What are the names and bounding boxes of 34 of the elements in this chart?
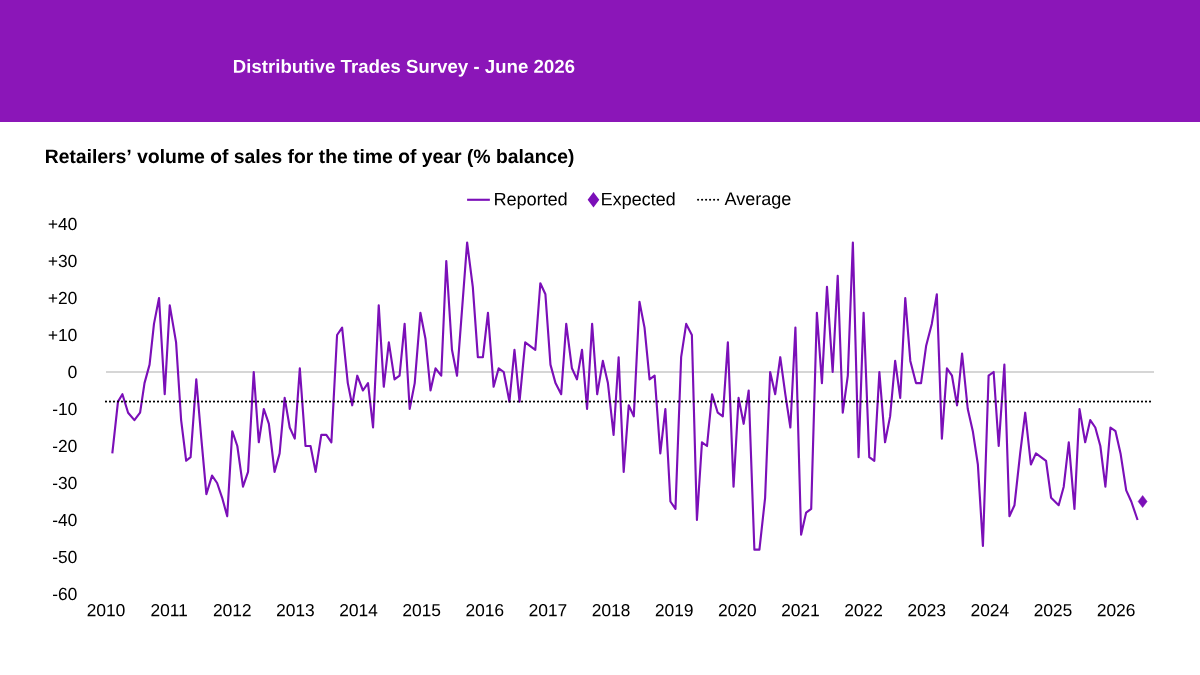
line-series — [111, 241, 1139, 551]
y-tick-label: +40 — [48, 217, 77, 231]
y-tick-label: +10 — [48, 328, 77, 342]
x-tick-label: 2012 — [213, 604, 251, 617]
y-tick-label: -50 — [53, 550, 77, 564]
x-tick-label: 2010 — [87, 604, 125, 617]
legend-label: Reported — [495, 192, 567, 210]
x-tick-label: 2020 — [718, 604, 756, 617]
x-tick-label: 2016 — [466, 604, 504, 617]
x-tick-label: 2022 — [845, 604, 882, 617]
y-tick-label: -10 — [53, 402, 77, 416]
legend-label: Expected — [602, 192, 675, 210]
x-tick-label: 2017 — [529, 604, 567, 617]
y-tick-label: -60 — [53, 587, 77, 601]
x-tick-label: 2018 — [592, 604, 630, 617]
x-tick-label: 2023 — [908, 604, 946, 617]
x-tick-label: 2021 — [782, 604, 819, 617]
x-tick-label: 2025 — [1034, 604, 1072, 617]
x-tick-label: 2026 — [1097, 604, 1135, 617]
legend-label: Average — [724, 192, 791, 209]
y-tick-label: +20 — [48, 291, 77, 305]
chart-title: Distributive Trades Survey - June 2026 — [233, 59, 575, 77]
x-tick-label: 2013 — [277, 604, 314, 617]
x-tick-label: 2015 — [403, 604, 441, 617]
y-tick-label: 0 — [68, 365, 77, 379]
x-tick-label: 2014 — [340, 604, 378, 617]
y-tick-label: -20 — [53, 439, 77, 453]
x-tick-label: 2011 — [151, 604, 187, 617]
chart-subtitle: Retailers’ volume of sales for the time of year (% balance) — [46, 148, 574, 168]
x-tick-label: 2019 — [655, 604, 693, 617]
y-tick-label: -40 — [53, 513, 77, 527]
x-tick-label: 2024 — [971, 604, 1009, 617]
y-tick-label: +30 — [48, 254, 77, 268]
y-tick-label: -30 — [53, 476, 77, 490]
